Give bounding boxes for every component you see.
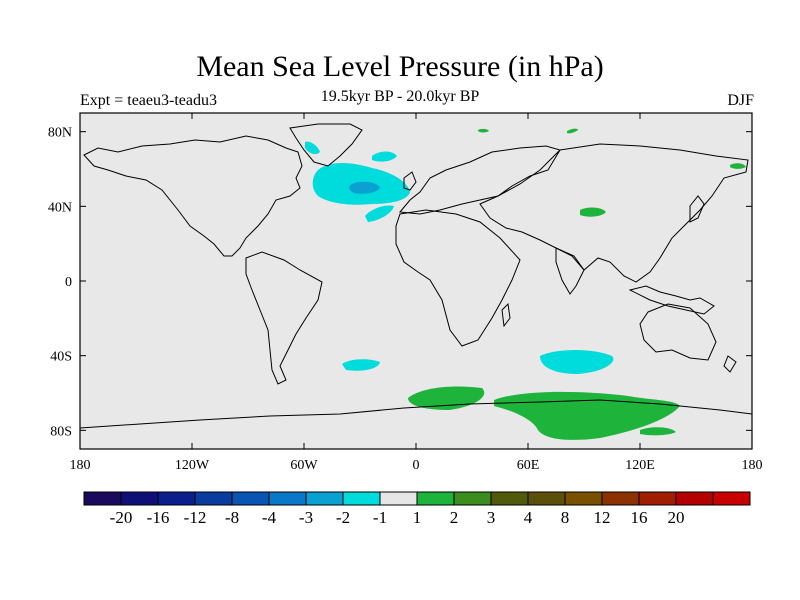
map-background bbox=[80, 113, 752, 449]
colorbar-swatch bbox=[564, 491, 603, 506]
colorbar-swatch bbox=[601, 491, 640, 506]
coast-north-america bbox=[83, 135, 303, 257]
anomaly-bering-high bbox=[730, 163, 746, 169]
anomaly-south-atlantic-low bbox=[342, 359, 380, 371]
anomaly-antarctic-high bbox=[494, 391, 680, 440]
colorbar-label: -4 bbox=[262, 508, 277, 527]
anomaly-layer bbox=[305, 128, 746, 440]
colorbar-labels: -20 -16 -12 -8 -4 -3 -2 -1 1 2 3 4 8 12 16 20 bbox=[110, 508, 685, 527]
lon-tick-label: 60E bbox=[517, 458, 540, 473]
coast-africa bbox=[395, 209, 521, 347]
lon-tick-label: 180 bbox=[742, 458, 763, 473]
colorbar-label: -2 bbox=[336, 508, 350, 527]
latitude-axis: 80N 40N 0 40S 80S bbox=[48, 126, 752, 439]
colorbar-label: -20 bbox=[110, 508, 133, 527]
coast-india bbox=[555, 247, 585, 295]
colorbar-swatch bbox=[305, 491, 344, 506]
coast-japan bbox=[689, 195, 705, 223]
coast-british-isles bbox=[403, 171, 417, 191]
anomaly-arctic-high-1 bbox=[478, 128, 489, 133]
colorbar-label: -1 bbox=[373, 508, 387, 527]
lat-tick-label: 40N bbox=[48, 200, 72, 215]
coast-asia bbox=[479, 143, 749, 283]
colorbar-label: 1 bbox=[413, 508, 422, 527]
colorbar-label: 3 bbox=[487, 508, 496, 527]
anomaly-south-indian-low bbox=[540, 350, 614, 374]
colorbar-swatch bbox=[416, 491, 455, 506]
colorbar-label: -12 bbox=[184, 508, 207, 527]
anomaly-norwegian-sea bbox=[372, 151, 397, 162]
coast-australia bbox=[639, 303, 717, 361]
lat-tick-label: 80N bbox=[48, 126, 72, 141]
period-label: 19.5kyr BP - 20.0kyr BP bbox=[320, 88, 480, 105]
anomaly-ross-sea-high bbox=[640, 427, 676, 436]
anomaly-north-atlantic-south bbox=[365, 205, 394, 222]
colorbar-label: -8 bbox=[225, 508, 239, 527]
colorbar-label: 20 bbox=[668, 508, 685, 527]
lon-tick-label: 0 bbox=[413, 458, 420, 473]
lon-tick-label: 120W bbox=[175, 458, 210, 473]
colorbar-swatch bbox=[527, 491, 566, 506]
colorbar-label: 4 bbox=[524, 508, 533, 527]
colorbar bbox=[83, 491, 751, 506]
coast-greenland bbox=[289, 123, 363, 167]
colorbar-label: 12 bbox=[594, 508, 611, 527]
coast-antarctica bbox=[79, 399, 753, 429]
season-label: DJF bbox=[727, 92, 754, 109]
anomaly-north-atlantic-core bbox=[349, 181, 380, 194]
lat-tick-label: 40S bbox=[50, 350, 72, 365]
colorbar-swatch bbox=[83, 491, 122, 506]
colorbar-label: -16 bbox=[147, 508, 170, 527]
coast-madagascar bbox=[501, 302, 511, 328]
colorbar-swatch bbox=[490, 491, 529, 506]
colorbar-swatch bbox=[194, 491, 233, 506]
lon-tick-label: 60W bbox=[290, 458, 318, 473]
coast-south-america bbox=[245, 251, 323, 385]
colorbar-swatch bbox=[268, 491, 307, 506]
coastlines bbox=[79, 123, 753, 429]
anomaly-greenland-east bbox=[305, 141, 320, 155]
anomaly-arctic-high-2 bbox=[567, 128, 578, 134]
anomaly-asia-high bbox=[580, 207, 606, 217]
page-title: Mean Sea Level Pressure (in hPa) bbox=[196, 50, 604, 83]
lon-tick-label: 120E bbox=[625, 458, 655, 473]
lat-tick-label: 80S bbox=[50, 424, 72, 439]
colorbar-swatch bbox=[120, 491, 159, 506]
longitude-axis: 180 120W 60W 0 60E 120E 180 bbox=[70, 113, 763, 473]
colorbar-label: 8 bbox=[561, 508, 570, 527]
colorbar-swatch bbox=[231, 491, 270, 506]
experiment-label: Expt = teaeu3-teadu3 bbox=[80, 92, 217, 109]
colorbar-label: -3 bbox=[299, 508, 313, 527]
lon-tick-label: 180 bbox=[70, 458, 91, 473]
colorbar-swatch bbox=[453, 491, 492, 506]
colorbar-swatch bbox=[342, 491, 381, 506]
colorbar-swatch bbox=[638, 491, 677, 506]
colorbar-swatch bbox=[379, 491, 418, 506]
colorbar-swatch bbox=[675, 491, 714, 506]
colorbar-label: 2 bbox=[450, 508, 459, 527]
colorbar-swatch bbox=[712, 491, 751, 506]
lat-tick-label: 0 bbox=[65, 275, 72, 290]
colorbar-swatch bbox=[157, 491, 196, 506]
coast-new-zealand bbox=[723, 355, 737, 373]
colorbar-label: 16 bbox=[631, 508, 648, 527]
